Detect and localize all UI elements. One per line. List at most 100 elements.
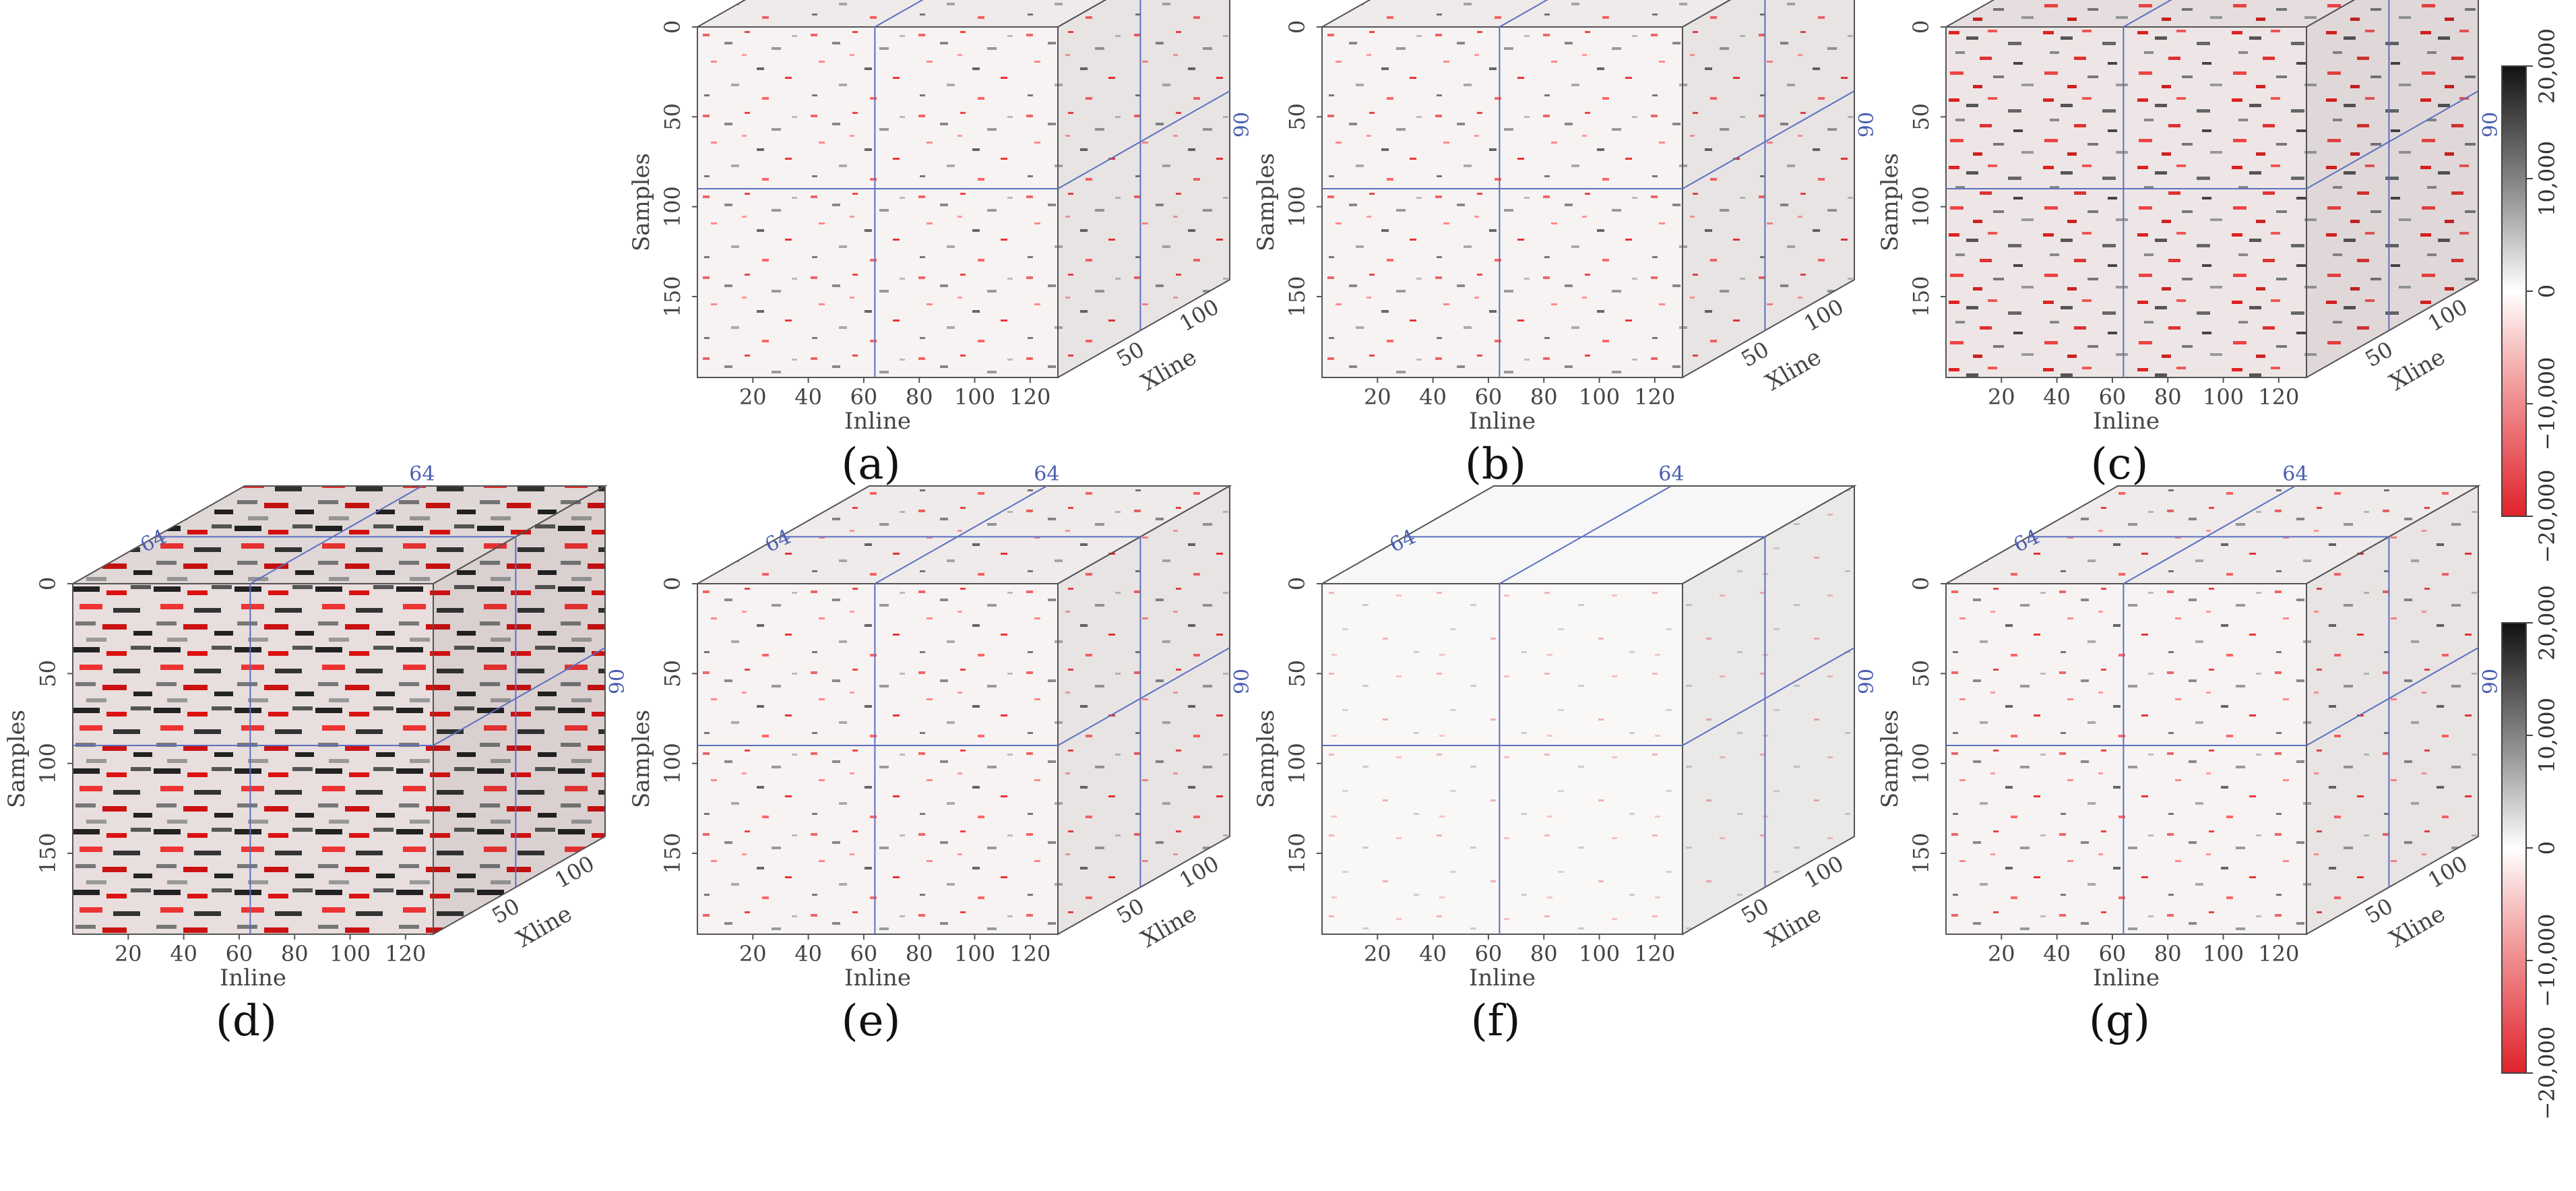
inline-tick-label: 60 bbox=[226, 941, 253, 967]
cube-side-face bbox=[1057, 485, 1230, 936]
cube-side-shade bbox=[1058, 0, 1230, 377]
samples-tick-label: 150 bbox=[1908, 276, 1934, 317]
slice-marker-sample: 90 bbox=[1230, 669, 1254, 694]
panel-label: (f) bbox=[1471, 996, 1521, 1046]
samples-tick-label: 50 bbox=[35, 660, 61, 688]
samples-tick-label: 150 bbox=[660, 832, 685, 874]
cube-front-face bbox=[697, 583, 1059, 935]
xline-axis-label: Xline bbox=[512, 900, 577, 953]
slice-line-sample-side bbox=[1057, 647, 1230, 746]
cube-top-face bbox=[1319, 0, 1732, 28]
inline-axis-label: Inline bbox=[844, 408, 911, 435]
colorbar-tick-label: −20,000 bbox=[2534, 470, 2560, 563]
inline-tick-label: 100 bbox=[1579, 941, 1620, 967]
samples-tick-label: 100 bbox=[660, 186, 685, 227]
slice-marker-sample: 90 bbox=[2479, 669, 2503, 694]
cube-front-face bbox=[1945, 26, 2307, 378]
cube-front-face bbox=[1321, 26, 1683, 378]
colorbar-tick-label: −20,000 bbox=[2534, 1027, 2560, 1120]
inline-tick-label: 60 bbox=[1475, 941, 1503, 967]
samples-tick-label: 50 bbox=[660, 660, 685, 688]
colorbar-tick-label: −10,000 bbox=[2534, 914, 2560, 1008]
inline-tick-label: 120 bbox=[1634, 384, 1675, 410]
slice-line-inline-top bbox=[874, 485, 1047, 584]
inline-tick-label: 120 bbox=[1009, 941, 1050, 967]
colorbar-tick-label: 0 bbox=[2534, 284, 2560, 298]
inline-tick-label: 40 bbox=[2043, 941, 2071, 967]
cube-side-shade bbox=[2306, 486, 2478, 934]
inline-axis-label: Inline bbox=[220, 965, 286, 991]
slice-marker-sample: 90 bbox=[1855, 669, 1879, 694]
inline-axis-label: Inline bbox=[2093, 965, 2160, 991]
inline-tick-label: 80 bbox=[281, 941, 309, 967]
inline-tick-label: 80 bbox=[906, 384, 933, 410]
panel-a: 646490050100150Samples20406080100120Inli… bbox=[628, 0, 1254, 489]
cube-front-face bbox=[72, 583, 434, 935]
cube-side-face bbox=[2306, 485, 2479, 936]
inline-tick-label: 80 bbox=[1530, 384, 1558, 410]
slice-marker-inline: 64 bbox=[409, 462, 435, 486]
inline-tick-label: 100 bbox=[954, 941, 995, 967]
inline-axis-label: Inline bbox=[844, 965, 911, 991]
inline-tick-label: 20 bbox=[115, 941, 142, 967]
samples-tick-label: 0 bbox=[1908, 20, 1934, 34]
slice-marker-inline: 64 bbox=[2282, 462, 2308, 486]
inline-tick-label: 120 bbox=[1009, 384, 1050, 410]
cube-side-shade bbox=[1058, 486, 1230, 934]
samples-tick-label: 0 bbox=[660, 20, 685, 34]
panel-label: (b) bbox=[1465, 439, 1526, 489]
inline-tick-label: 120 bbox=[2258, 384, 2299, 410]
colorbar-tick-label: −10,000 bbox=[2534, 357, 2560, 451]
samples-axis-label: Samples bbox=[1877, 710, 1904, 808]
inline-tick-label: 40 bbox=[1419, 941, 1447, 967]
samples-tick-label: 0 bbox=[1284, 20, 1310, 34]
samples-axis-label: Samples bbox=[628, 153, 655, 251]
samples-tick-label: 50 bbox=[1284, 660, 1310, 688]
slice-marker-sample: 90 bbox=[1855, 112, 1879, 138]
xline-axis-label: Xline bbox=[1137, 900, 1201, 953]
samples-tick-label: 50 bbox=[1908, 103, 1934, 131]
inline-tick-label: 80 bbox=[2154, 941, 2182, 967]
cube-front-face bbox=[1945, 583, 2307, 935]
slice-marker-inline: 64 bbox=[1658, 462, 1684, 486]
samples-tick-label: 150 bbox=[660, 276, 685, 317]
colorbar-tick-label: 20,000 bbox=[2534, 585, 2560, 661]
samples-tick-label: 0 bbox=[1284, 577, 1310, 590]
inline-tick-label: 40 bbox=[2043, 384, 2071, 410]
samples-tick-label: 0 bbox=[35, 577, 61, 590]
cube-side-face bbox=[1057, 0, 1230, 379]
inline-tick-label: 20 bbox=[739, 384, 767, 410]
inline-tick-label: 20 bbox=[1988, 384, 2015, 410]
samples-axis-label: Samples bbox=[3, 710, 30, 808]
samples-tick-label: 150 bbox=[1284, 832, 1310, 874]
slice-line-inline-top bbox=[249, 485, 422, 584]
inline-tick-label: 120 bbox=[1634, 941, 1675, 967]
inline-tick-label: 80 bbox=[2154, 384, 2182, 410]
inline-tick-label: 60 bbox=[2099, 384, 2127, 410]
slice-marker-sample: 90 bbox=[2479, 112, 2503, 138]
inline-tick-label: 100 bbox=[2203, 941, 2244, 967]
samples-tick-label: 100 bbox=[1908, 186, 1934, 227]
inline-tick-label: 20 bbox=[1364, 384, 1391, 410]
cube-side-shade bbox=[2306, 0, 2478, 377]
panel-label: (a) bbox=[841, 439, 900, 489]
slice-line-sample-side bbox=[1057, 90, 1230, 189]
samples-tick-label: 50 bbox=[1908, 660, 1934, 688]
slice-marker-sample: 90 bbox=[1230, 112, 1254, 138]
inline-tick-label: 60 bbox=[850, 941, 878, 967]
colorbar-tick-label: 10,000 bbox=[2534, 141, 2560, 216]
inline-axis-label: Inline bbox=[1469, 408, 1536, 435]
inline-tick-label: 40 bbox=[1419, 384, 1447, 410]
cube-side-shade bbox=[1683, 0, 1854, 377]
panel-label: (c) bbox=[2091, 439, 2149, 489]
samples-axis-label: Samples bbox=[628, 710, 655, 808]
panel-label: (e) bbox=[842, 996, 901, 1046]
cube-front-face bbox=[1321, 583, 1683, 935]
inline-tick-label: 60 bbox=[1475, 384, 1503, 410]
samples-axis-label: Samples bbox=[1253, 710, 1280, 808]
slice-line-inline-top bbox=[2123, 485, 2296, 584]
